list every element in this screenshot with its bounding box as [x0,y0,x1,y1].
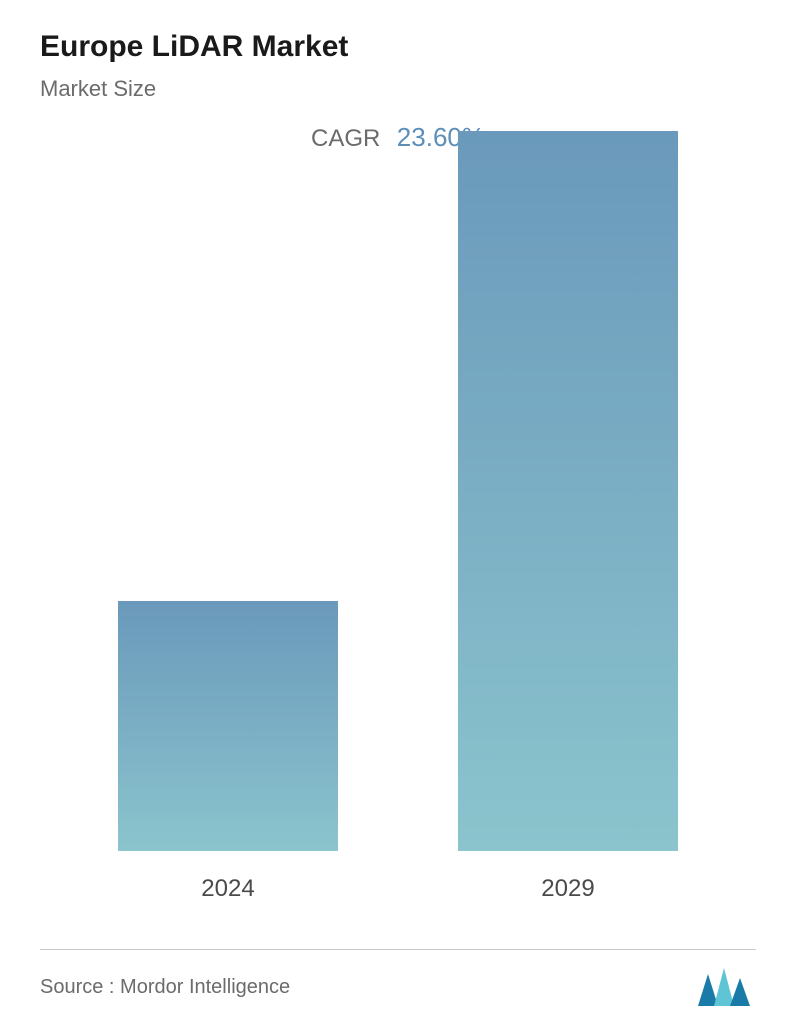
page-subtitle: Market Size [40,76,756,102]
bar-1 [458,131,678,851]
bar-group-1: 2029 [458,131,678,903]
bar-label-1: 2029 [541,875,594,903]
cagr-label: CAGR [311,125,380,152]
footer: Source : Mordor Intelligence [40,949,756,1008]
page-title: Europe LiDAR Market [40,30,756,64]
chart-area: 2024 2029 [40,183,756,903]
bar-0 [118,601,338,851]
bar-group-0: 2024 [118,601,338,903]
bar-label-0: 2024 [201,875,254,903]
logo-icon [696,966,756,1008]
source-text: Source : Mordor Intelligence [40,976,290,999]
chart-container: Europe LiDAR Market Market Size CAGR 23.… [0,0,796,1034]
